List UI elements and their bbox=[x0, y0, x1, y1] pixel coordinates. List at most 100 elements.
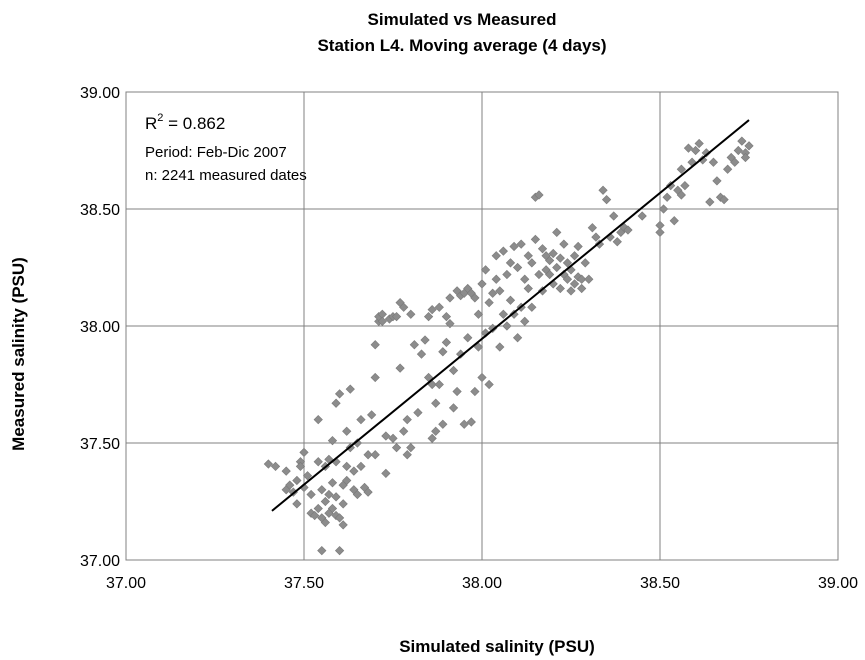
y-tick-label: 39.00 bbox=[80, 85, 120, 102]
data-point bbox=[491, 251, 501, 261]
data-point bbox=[370, 372, 380, 383]
data-point bbox=[705, 197, 715, 207]
data-point bbox=[345, 384, 355, 394]
data-point bbox=[434, 302, 444, 312]
data-point bbox=[470, 386, 480, 397]
data-point bbox=[530, 234, 541, 245]
x-tick-label: 38.00 bbox=[462, 575, 502, 592]
data-point bbox=[548, 248, 558, 259]
y-tick-label: 38.50 bbox=[80, 202, 120, 219]
data-point bbox=[484, 297, 494, 308]
r2-value: = 0.862 bbox=[163, 114, 225, 133]
data-point bbox=[552, 227, 562, 238]
data-point bbox=[363, 487, 373, 497]
data-point bbox=[723, 164, 733, 174]
data-point bbox=[295, 461, 306, 472]
data-point bbox=[527, 258, 537, 268]
data-point bbox=[545, 255, 555, 266]
data-point bbox=[502, 269, 512, 280]
data-point bbox=[406, 309, 416, 319]
data-point bbox=[459, 419, 469, 429]
data-point bbox=[331, 492, 341, 502]
data-point bbox=[452, 386, 462, 397]
data-point bbox=[555, 253, 565, 263]
data-point bbox=[701, 148, 711, 158]
data-point bbox=[527, 302, 537, 312]
chart-subtitle: Station L4. Moving average (4 days) bbox=[317, 36, 606, 55]
data-point bbox=[324, 489, 334, 500]
data-point bbox=[477, 279, 487, 289]
data-point bbox=[402, 450, 412, 460]
data-point bbox=[466, 417, 476, 427]
data-point bbox=[512, 262, 523, 273]
data-point bbox=[569, 279, 580, 289]
data-point bbox=[448, 403, 459, 413]
data-point bbox=[370, 340, 380, 350]
data-point bbox=[448, 365, 459, 376]
data-point bbox=[270, 461, 281, 472]
data-point bbox=[441, 337, 452, 348]
data-point bbox=[712, 176, 722, 186]
data-point bbox=[498, 246, 508, 256]
data-point bbox=[477, 372, 487, 383]
data-point bbox=[434, 379, 444, 390]
data-point bbox=[690, 145, 701, 156]
data-point bbox=[488, 288, 498, 298]
data-point bbox=[263, 459, 274, 469]
data-point bbox=[666, 180, 676, 191]
data-point bbox=[438, 419, 448, 429]
data-point bbox=[577, 283, 587, 294]
data-point bbox=[584, 274, 594, 284]
data-point bbox=[327, 503, 338, 514]
data-point bbox=[470, 293, 480, 303]
data-point bbox=[416, 349, 427, 359]
data-point bbox=[591, 232, 601, 242]
data-point bbox=[534, 190, 544, 200]
data-point bbox=[555, 283, 565, 294]
data-point bbox=[377, 316, 387, 326]
data-point bbox=[406, 443, 416, 453]
data-point bbox=[676, 190, 686, 200]
data-point bbox=[409, 340, 419, 350]
data-point bbox=[427, 433, 437, 443]
data-point bbox=[737, 136, 747, 146]
trendline bbox=[271, 119, 750, 512]
data-point bbox=[484, 379, 494, 390]
data-point bbox=[441, 312, 452, 322]
data-point bbox=[523, 251, 533, 261]
data-point bbox=[498, 309, 508, 319]
data-point bbox=[313, 457, 323, 467]
data-point bbox=[662, 192, 672, 202]
data-point bbox=[402, 414, 412, 425]
data-point bbox=[285, 480, 295, 490]
data-point bbox=[370, 450, 380, 460]
data-point bbox=[537, 244, 548, 254]
data-point bbox=[445, 293, 455, 303]
data-point bbox=[655, 227, 665, 238]
data-point bbox=[587, 223, 597, 233]
period-annotation: Period: Feb-Dic 2007 bbox=[145, 144, 287, 161]
data-point bbox=[516, 239, 526, 249]
data-point bbox=[669, 216, 679, 226]
data-point bbox=[413, 407, 423, 418]
data-point bbox=[456, 349, 466, 359]
data-point bbox=[342, 426, 352, 436]
data-point bbox=[320, 517, 330, 528]
data-point bbox=[342, 461, 352, 472]
data-point bbox=[505, 258, 516, 268]
data-point bbox=[334, 513, 345, 523]
x-axis-label: Simulated salinity (PSU) bbox=[399, 637, 595, 656]
data-point bbox=[317, 546, 327, 556]
y-tick-labels: 37.00 37.50 38.00 38.50 39.00 bbox=[80, 85, 120, 570]
data-point bbox=[598, 185, 608, 195]
data-point bbox=[473, 309, 484, 319]
data-point bbox=[637, 211, 647, 221]
data-point bbox=[495, 342, 505, 352]
data-point bbox=[680, 180, 690, 191]
data-point bbox=[338, 499, 348, 509]
data-point bbox=[327, 478, 338, 488]
data-point bbox=[420, 335, 430, 345]
data-point bbox=[338, 520, 348, 530]
data-point bbox=[523, 283, 533, 294]
